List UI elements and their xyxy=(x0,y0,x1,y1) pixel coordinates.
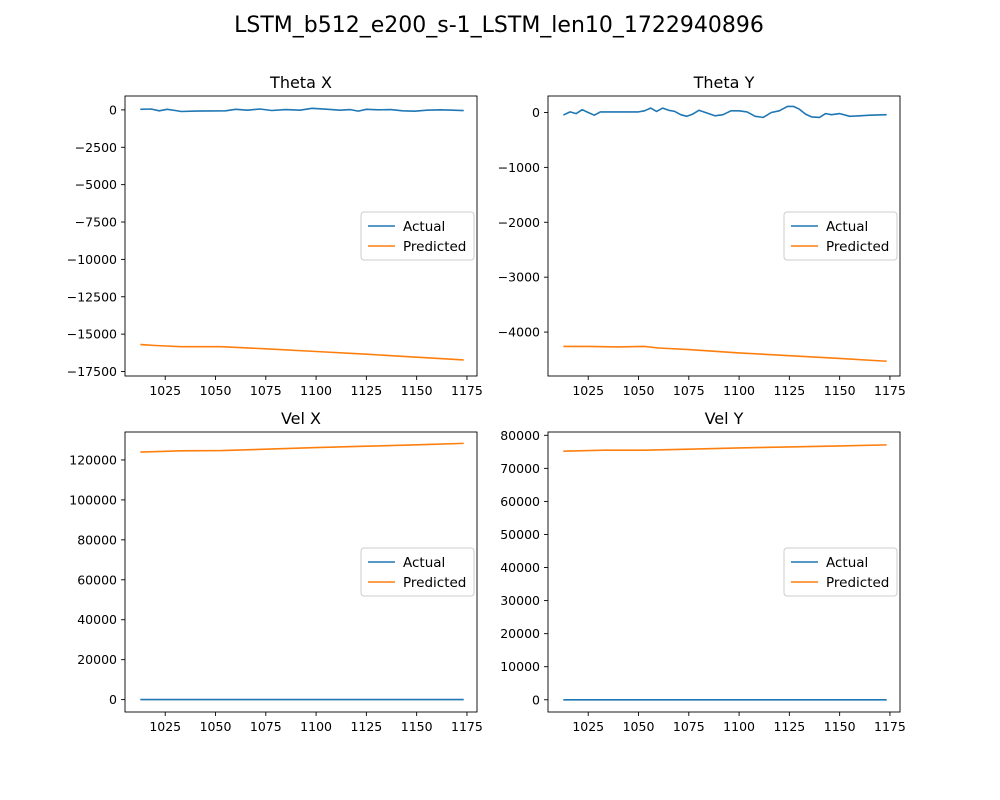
y-tick-label: 60000 xyxy=(77,572,117,587)
legend: Actual Predicted xyxy=(360,211,475,261)
x-tick-label: 1050 xyxy=(200,383,232,398)
x-tick-label: 1125 xyxy=(350,719,382,734)
axes-frame xyxy=(547,431,901,713)
y-tick-label: −10000 xyxy=(67,252,117,267)
figure-title: LSTM_b512_e200_s-1_LSTM_len10_1722940896 xyxy=(234,13,764,38)
y-tick-label: −12500 xyxy=(67,289,117,304)
y-tick-label: 40000 xyxy=(77,612,117,627)
axes-frame xyxy=(124,95,478,377)
y-tick-label: −15000 xyxy=(67,327,117,342)
series-line-actual xyxy=(563,105,887,119)
y-tick-label: 20000 xyxy=(77,652,117,667)
x-tick-label: 1100 xyxy=(723,719,755,734)
y-tick-label: 80000 xyxy=(500,428,540,443)
x-tick-label: 1025 xyxy=(572,383,604,398)
subplot-title: Vel X xyxy=(281,409,321,428)
y-tick-label: 80000 xyxy=(77,532,117,547)
series-line-predicted xyxy=(563,444,887,453)
legend-box xyxy=(360,211,475,261)
y-tick-label: −5000 xyxy=(75,177,117,192)
x-tick-label: 1175 xyxy=(451,719,483,734)
series-line-predicted xyxy=(140,343,464,361)
y-tick-label: 100000 xyxy=(69,492,117,507)
legend-label-predicted: Predicted xyxy=(403,575,466,591)
y-tick-label: −7500 xyxy=(75,215,117,230)
legend-label-actual: Actual xyxy=(826,555,868,571)
x-tick-label: 1075 xyxy=(673,719,705,734)
y-tick-label: −2000 xyxy=(498,215,540,230)
legend: Actual Predicted xyxy=(360,547,475,597)
legend-label-actual: Actual xyxy=(403,219,445,235)
subplot-title: Theta Y xyxy=(693,73,755,92)
x-tick-label: 1175 xyxy=(451,383,483,398)
subplot-vel-x: Vel X 1025 1050 1075 1100 1125 1150 1175 0 20000 4… xyxy=(69,409,483,734)
y-tick-label: 60000 xyxy=(500,494,540,509)
x-tick-label: 1050 xyxy=(623,719,655,734)
y-tick-label: 0 xyxy=(532,105,540,120)
x-tick-label: 1075 xyxy=(250,719,282,734)
y-tick-label: 30000 xyxy=(500,593,540,608)
x-tick-label: 1100 xyxy=(723,383,755,398)
series-line-predicted xyxy=(140,442,464,453)
legend-label-predicted: Predicted xyxy=(403,239,466,255)
subplot-vel-y: Vel Y 1025 1050 1075 1100 1125 1150 1175 0 10000 2… xyxy=(500,409,906,734)
y-tick-label: 50000 xyxy=(500,527,540,542)
axes-frame xyxy=(124,431,478,713)
x-tick-label: 1050 xyxy=(200,719,232,734)
y-tick-label: −4000 xyxy=(498,325,540,340)
legend-label-actual: Actual xyxy=(826,219,868,235)
y-tick-label: 10000 xyxy=(500,659,540,674)
x-tick-label: 1175 xyxy=(874,383,906,398)
legend-box xyxy=(783,211,898,261)
y-tick-label: −2500 xyxy=(75,140,117,155)
x-tick-label: 1025 xyxy=(149,719,181,734)
legend-box xyxy=(360,547,475,597)
subplot-title: Theta X xyxy=(269,73,332,92)
x-tick-label: 1025 xyxy=(149,383,181,398)
y-tick-label: 0 xyxy=(109,692,117,707)
y-tick-label: 70000 xyxy=(500,461,540,476)
legend: Actual Predicted xyxy=(783,211,898,261)
x-tick-label: 1075 xyxy=(673,383,705,398)
legend-label-actual: Actual xyxy=(403,555,445,571)
subplots: Theta X 1025 1050 1075 1100 1125 1150 1175 0 −250… xyxy=(67,73,906,734)
subplot-theta-y: Theta Y 1025 1050 1075 1100 1125 1150 1175 0 −100… xyxy=(498,73,906,398)
legend-box xyxy=(783,547,898,597)
legend-label-predicted: Predicted xyxy=(826,239,889,255)
x-tick-label: 1025 xyxy=(572,719,604,734)
y-tick-label: −3000 xyxy=(498,270,540,285)
x-tick-label: 1150 xyxy=(824,719,856,734)
x-tick-label: 1100 xyxy=(300,383,332,398)
subplot-title: Vel Y xyxy=(705,409,744,428)
x-tick-label: 1150 xyxy=(824,383,856,398)
subplot-theta-x: Theta X 1025 1050 1075 1100 1125 1150 1175 0 −250… xyxy=(67,73,483,398)
y-tick-label: −17500 xyxy=(67,364,117,379)
legend-label-predicted: Predicted xyxy=(826,575,889,591)
y-tick-label: 20000 xyxy=(500,626,540,641)
y-tick-label: −1000 xyxy=(498,160,540,175)
x-tick-label: 1100 xyxy=(300,719,332,734)
series-line-predicted xyxy=(563,345,887,363)
axes-frame xyxy=(547,95,901,377)
legend: Actual Predicted xyxy=(783,547,898,597)
x-tick-label: 1125 xyxy=(773,383,805,398)
x-tick-label: 1125 xyxy=(773,719,805,734)
y-tick-label: 0 xyxy=(532,692,540,707)
series-line-actual xyxy=(140,107,464,113)
x-tick-label: 1175 xyxy=(874,719,906,734)
y-tick-label: 0 xyxy=(109,102,117,117)
x-tick-label: 1050 xyxy=(623,383,655,398)
x-tick-label: 1150 xyxy=(401,719,433,734)
x-tick-label: 1075 xyxy=(250,383,282,398)
y-tick-label: 40000 xyxy=(500,560,540,575)
y-tick-label: 120000 xyxy=(69,452,117,467)
x-tick-label: 1150 xyxy=(401,383,433,398)
x-tick-label: 1125 xyxy=(350,383,382,398)
